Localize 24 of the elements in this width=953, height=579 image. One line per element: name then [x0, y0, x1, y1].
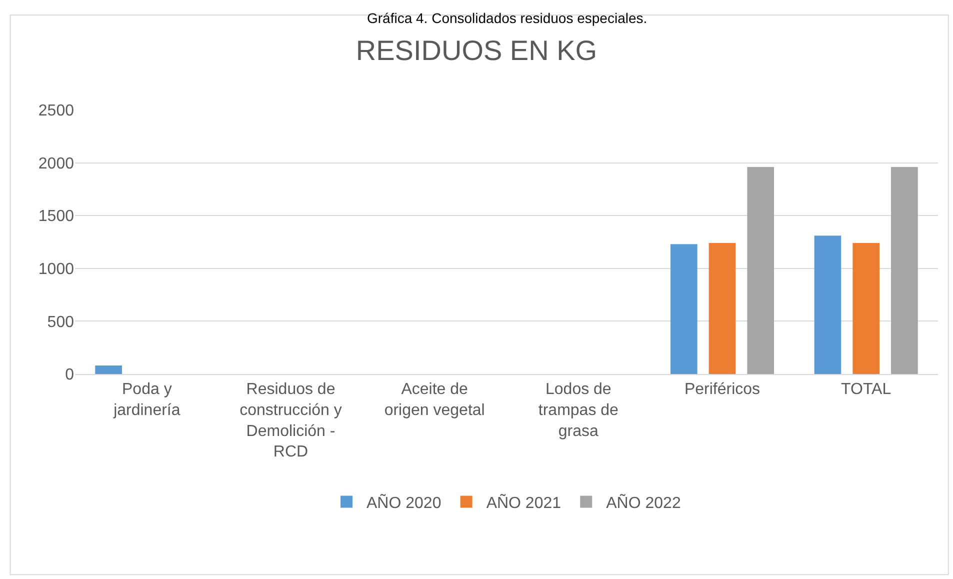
bar [708, 243, 736, 374]
y-tick-label: 1500 [38, 208, 74, 226]
bar [670, 244, 698, 374]
x-tick-label: Poda y jardinería [112, 381, 180, 419]
x-tick-label: Lodos de trampas de grasa [538, 381, 619, 440]
y-tick-label: 500 [47, 314, 74, 331]
x-tick-label: Periféricos [684, 381, 760, 398]
legend-label: AÑO 2020 [366, 493, 442, 512]
x-tick-label: Aceite de origen vegetal [384, 381, 485, 419]
chart-title: RESIDUOS EN KG [356, 35, 598, 66]
bar [95, 366, 122, 374]
bar [852, 243, 880, 374]
bar [814, 236, 842, 374]
y-tick-label: 2000 [38, 155, 74, 172]
bar [747, 167, 774, 374]
x-tick-label: Residuos de construcción y Demolición - RCD [240, 381, 342, 461]
x-tick-label: TOTAL [841, 381, 892, 398]
legend-label: AÑO 2022 [606, 493, 681, 512]
legend-label: AÑO 2021 [486, 493, 562, 512]
y-tick-label: 1000 [38, 261, 74, 278]
bar [891, 167, 918, 374]
y-tick-label: 2500 [38, 102, 74, 120]
y-tick-label: 0 [65, 366, 74, 384]
text: Gráfica 4. Consolidados residuos especiales. [367, 10, 648, 26]
